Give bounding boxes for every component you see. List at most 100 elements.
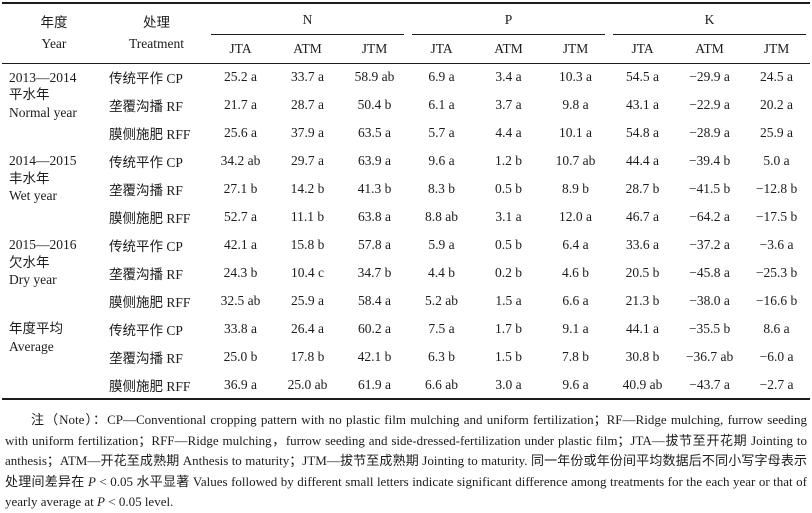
table-header: 年度 Year 处理 Treatment N P K JTA — [2, 3, 811, 64]
period-header-k-jta: JTA — [609, 35, 677, 64]
value-cell: 3.1 a — [495, 209, 522, 224]
value-cell: 54.8 a — [626, 125, 660, 140]
value-cell: 25.2 a — [224, 69, 257, 85]
value-cell: −36.7 ab — [685, 349, 734, 364]
value-cell: 6.6 ab — [425, 376, 459, 392]
table-note: 注（Note）：CP—Conventional cropping pattern… — [5, 410, 807, 513]
value-cell: 29.7 a — [291, 153, 324, 168]
table-row: 垄覆沟播 RF 21.7 a 28.7 a 50.4 b 6.1 a 3.7 a… — [2, 91, 810, 119]
value-cell: 11.1 b — [290, 209, 325, 224]
value-cell: 20.5 b — [625, 265, 660, 280]
value-cell: 7.8 b — [562, 349, 590, 364]
value-cell: 25.9 a — [760, 125, 794, 140]
year-line: 平水年 — [9, 87, 50, 102]
value-cell: 27.1 b — [223, 181, 258, 196]
value-cell: −38.0 a — [689, 293, 730, 308]
year-cell: 年度平均 Average — [2, 315, 106, 399]
value-cell: −43.7 a — [689, 376, 730, 392]
value-cell: −17.5 b — [755, 209, 798, 224]
value-cell: 44.4 a — [626, 153, 660, 168]
year-cell: 2014—2015 丰水年 Wet year — [2, 147, 106, 231]
value-cell: 54.5 a — [626, 69, 660, 85]
table-row: 膜侧施肥 RFF 25.6 a 37.9 a 63.5 a 5.7 a 4.4 … — [2, 119, 810, 147]
year-header-zh: 年度 — [40, 15, 68, 31]
value-cell: 33.8 a — [224, 321, 257, 336]
period-header-p-jta: JTA — [408, 35, 476, 64]
value-cell: 28.7 b — [625, 181, 660, 196]
treatment-cell: 传统平作 CP — [109, 239, 183, 254]
value-cell: 0.5 b — [495, 181, 523, 196]
value-cell: 50.4 b — [357, 97, 392, 112]
value-cell: 1.2 b — [495, 153, 523, 168]
value-cell: 15.8 b — [290, 237, 325, 252]
value-cell: 37.9 a — [291, 125, 324, 140]
note-text-2: < 0.05 水平显著 Values followed by different… — [5, 473, 807, 510]
value-cell: 5.2 ab — [425, 293, 459, 308]
value-cell: 4.4 a — [495, 125, 522, 140]
value-cell: 10.4 c — [291, 265, 324, 280]
period-header-p-atm: ATM — [475, 35, 543, 64]
nutrient-label-p: P — [412, 4, 606, 35]
value-cell: −12.8 b — [755, 181, 798, 196]
value-cell: 60.2 a — [358, 321, 392, 336]
table-row: 垄覆沟播 RF 24.3 b 10.4 c 34.7 b 4.4 b 0.2 b… — [2, 259, 810, 287]
value-cell: 20.2 a — [760, 97, 794, 112]
treatment-cell: 膜侧施肥 RFF — [109, 295, 191, 310]
value-cell: 58.9 ab — [354, 69, 395, 85]
treatment-cell: 传统平作 CP — [109, 71, 183, 87]
treatment-cell: 垄覆沟播 RF — [109, 267, 183, 282]
value-cell: 14.2 b — [290, 181, 325, 196]
value-cell: 5.0 a — [763, 153, 790, 168]
results-table: 年度 Year 处理 Treatment N P K JTA — [2, 2, 811, 400]
nutrient-group-header-p: P — [408, 3, 609, 35]
table-row: 膜侧施肥 RFF 36.9 a 25.0 ab 61.9 a 6.6 ab 3.… — [2, 371, 810, 399]
value-cell: −3.6 a — [759, 237, 794, 252]
header-row-periods: JTA ATM JTM JTA ATM JTM JTA ATM JTM — [2, 35, 811, 64]
treatment-cell: 垄覆沟播 RF — [109, 351, 183, 366]
value-cell: 33.7 a — [291, 69, 324, 85]
value-cell: 63.5 a — [358, 125, 392, 140]
value-cell: 57.8 a — [358, 237, 392, 252]
value-cell: 3.4 a — [495, 69, 522, 85]
table-row: 垄覆沟播 RF 25.0 b 17.8 b 42.1 b 6.3 b 1.5 b… — [2, 343, 810, 371]
value-cell: 10.7 ab — [555, 153, 596, 168]
nutrient-group-header-n: N — [207, 3, 408, 35]
period-header-n-jta: JTA — [207, 35, 274, 64]
value-cell: 7.5 a — [428, 321, 455, 336]
value-cell: 17.8 b — [290, 349, 325, 364]
value-cell: 36.9 a — [224, 376, 257, 392]
treatment-column-header: 处理 Treatment — [106, 3, 207, 64]
year-cell: 2013—2014 平水年 Normal year — [2, 63, 106, 147]
table-row: 年度平均 Average 传统平作 CP 33.8 a 26.4 a 60.2 a … — [2, 315, 810, 354]
value-cell: 42.1 a — [224, 237, 257, 252]
value-cell: 44.1 a — [626, 321, 660, 336]
note-text-3: < 0.05 level. — [104, 494, 174, 509]
table-row: 2013—2014 平水年 Normal year 传统平作 CP 25.2 a 33… — [2, 63, 810, 119]
value-cell: 34.7 b — [357, 265, 392, 280]
value-cell: 25.9 a — [291, 293, 324, 308]
table-row: 垄覆沟播 RF 27.1 b 14.2 b 41.3 b 8.3 b 0.5 b… — [2, 175, 810, 203]
header-row-groups: 年度 Year 处理 Treatment N P K — [2, 3, 810, 64]
table-row: 2015—2016 欠水年 Dry year 传统平作 CP 42.1 a 15.8 … — [2, 231, 810, 287]
value-cell: 9.8 a — [562, 97, 589, 112]
value-cell: 24.5 a — [760, 69, 794, 85]
value-cell: 24.3 b — [223, 265, 258, 280]
period-header-p-jtm: JTM — [542, 35, 610, 64]
value-cell: 3.7 a — [495, 97, 522, 112]
value-cell: 8.3 b — [428, 181, 456, 196]
value-cell: 8.6 a — [763, 321, 790, 336]
treatment-header-en: Treatment — [129, 36, 184, 52]
value-cell: 5.7 a — [428, 125, 455, 140]
value-cell: −39.4 b — [688, 153, 731, 168]
value-cell: 28.7 a — [291, 97, 324, 112]
value-cell: −64.2 a — [689, 209, 730, 224]
value-cell: 25.6 a — [224, 125, 257, 140]
value-cell: 8.8 ab — [425, 209, 459, 224]
value-cell: −28.9 a — [689, 125, 730, 140]
nutrient-group-header-k: K — [609, 3, 810, 35]
year-line: 2014—2015 — [9, 153, 77, 168]
value-cell: 6.9 a — [428, 69, 455, 85]
treatment-cell: 垄覆沟播 RF — [109, 99, 183, 114]
note-p-symbol: P — [87, 473, 96, 489]
